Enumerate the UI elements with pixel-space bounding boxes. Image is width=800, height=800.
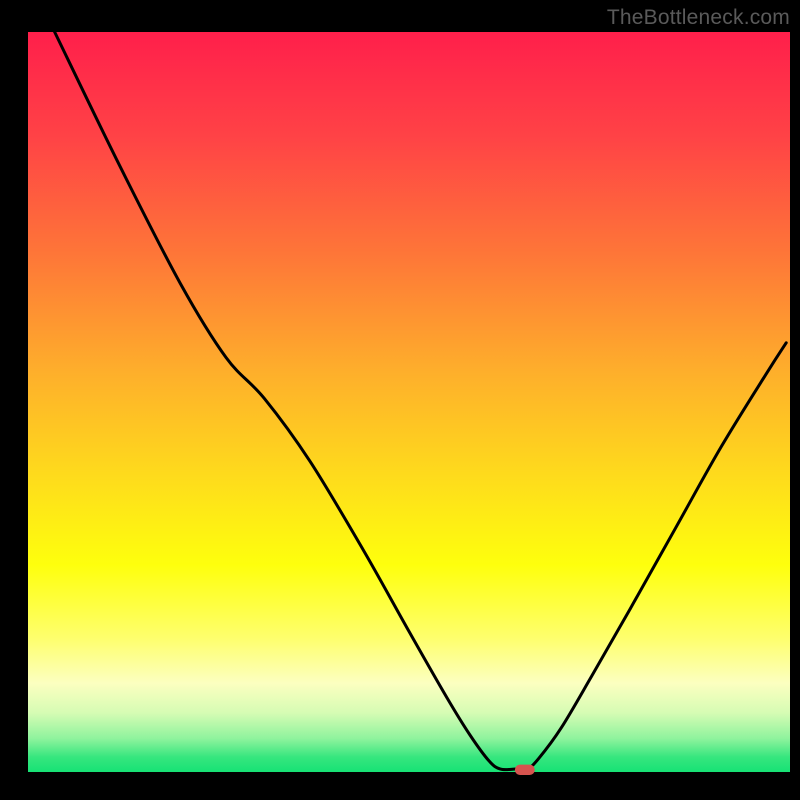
gradient-background [28,32,790,772]
chart-container: TheBottleneck.com [0,0,800,800]
chart-svg [0,0,800,800]
optimal-marker [515,765,535,775]
